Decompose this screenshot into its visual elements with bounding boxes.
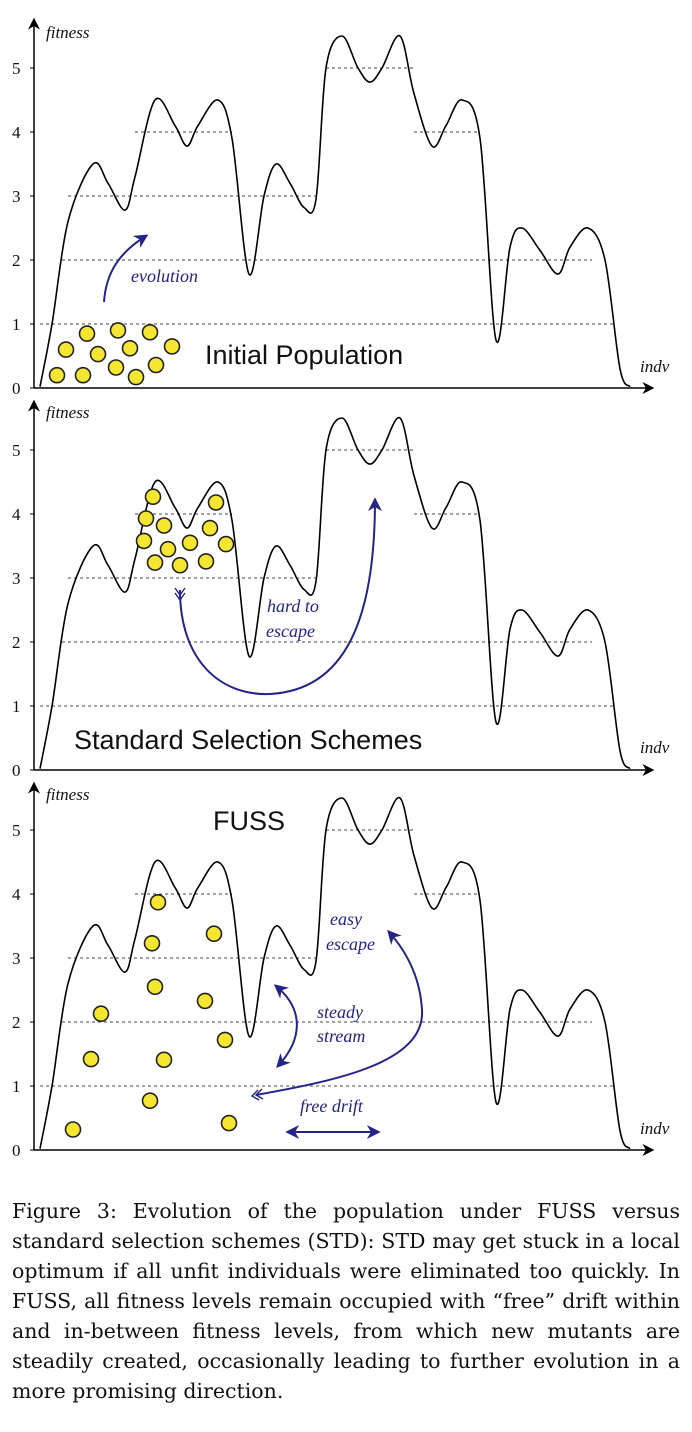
y-tick-labels: 0 1 2 3 4 5 — [12, 59, 34, 398]
y-tick-label: 3 — [12, 569, 21, 588]
individual-dot — [207, 494, 225, 511]
fuss-figure: 0 1 2 3 4 5 fitness indv evolution Initial Po… — [12, 17, 670, 1160]
individuals — [135, 488, 235, 574]
panel-fuss: 0 1 2 3 4 5 fitness indv easy escape steady s… — [12, 781, 670, 1160]
y-tick-label: 5 — [12, 441, 21, 460]
individual-dot — [197, 553, 215, 570]
y-axis-label: fitness — [46, 785, 90, 804]
individual-dot — [109, 322, 127, 339]
y-tick-label: 4 — [12, 123, 21, 142]
individual-dot — [78, 325, 96, 342]
escape-label: escape — [266, 621, 315, 641]
x-axis-label: indv — [640, 1119, 670, 1138]
evolution-label: evolution — [131, 266, 198, 286]
individual-dot — [144, 488, 162, 506]
individual-dot — [127, 368, 145, 386]
individual-dot — [74, 366, 92, 384]
y-axis-label: fitness — [46, 403, 90, 422]
individual-dot — [82, 1050, 100, 1068]
individual-dot — [89, 345, 107, 363]
y-tick-label: 3 — [12, 949, 21, 968]
individual-dot — [163, 338, 181, 355]
individual-dot — [92, 1005, 110, 1023]
fitness-landscape-curve — [39, 35, 631, 388]
y-tick-label: 1 — [12, 1077, 21, 1096]
fitness-landscape-curve — [39, 417, 631, 770]
gridlines — [40, 829, 616, 1087]
stream-label: stream — [317, 1026, 365, 1046]
panel-title: Initial Population — [205, 340, 403, 370]
y-tick-label: 0 — [12, 379, 21, 398]
gridlines — [40, 449, 616, 707]
individual-dot — [121, 339, 139, 357]
y-axis-label: fitness — [46, 23, 90, 42]
y-tick-label: 2 — [12, 1013, 21, 1032]
individual-dot — [155, 1051, 173, 1069]
individual-dot — [147, 356, 165, 374]
y-tick-label: 4 — [12, 505, 21, 524]
easy-escape-tail — [250, 1088, 264, 1101]
panel-title: Standard Selection Schemes — [74, 725, 422, 755]
x-axis-label: indv — [640, 738, 670, 757]
y-tick-label: 5 — [12, 821, 21, 840]
x-axis-label: indv — [640, 357, 670, 376]
y-tick-label: 1 — [12, 315, 21, 334]
evolution-arrow — [103, 234, 149, 303]
individual-dot — [137, 510, 155, 527]
hard-to-escape-tail — [174, 587, 186, 602]
y-tick-label: 2 — [12, 633, 21, 652]
individual-dot — [220, 1114, 238, 1132]
individual-dot — [201, 519, 219, 537]
individual-dot — [64, 1121, 82, 1138]
easy-label: easy — [330, 909, 362, 929]
escape-label: escape — [326, 934, 375, 954]
fitness-landscape-curve — [39, 797, 631, 1150]
y-tick-labels: 0 1 2 3 4 5 — [12, 821, 34, 1160]
panel-standard-selection: 0 1 2 3 4 5 fitness indv hard to escape Stand… — [12, 399, 670, 780]
y-tick-label: 0 — [12, 761, 21, 780]
individual-dot — [48, 366, 66, 384]
individual-dot — [107, 359, 125, 376]
individual-dot — [159, 540, 177, 558]
individual-dot — [141, 1092, 159, 1109]
easy-escape-arrow — [255, 929, 424, 1096]
steady-stream-arrow — [273, 984, 298, 1069]
individual-dot — [135, 532, 153, 550]
individual-dot — [216, 1031, 234, 1049]
individual-dot — [196, 992, 214, 1010]
figure-caption: Figure 3: Evolution of the population un… — [12, 1199, 680, 1403]
hard-to-label: hard to — [267, 596, 319, 616]
hard-to-escape-arrow — [179, 497, 382, 696]
individual-dot — [181, 534, 199, 552]
individual-dot — [143, 934, 161, 952]
gridlines — [40, 67, 616, 325]
y-tick-labels: 0 1 2 3 4 5 — [12, 441, 34, 780]
y-tick-label: 5 — [12, 59, 21, 78]
individual-dot — [171, 556, 189, 574]
panel-title: FUSS — [213, 806, 285, 836]
y-tick-label: 0 — [12, 1141, 21, 1160]
individuals — [64, 893, 238, 1138]
y-tick-label: 1 — [12, 697, 21, 716]
individual-dot — [155, 517, 173, 534]
individual-dot — [149, 893, 167, 911]
individual-dot — [146, 978, 164, 996]
y-tick-label: 4 — [12, 885, 21, 904]
panel-initial-population: 0 1 2 3 4 5 fitness indv evolution Initial Po… — [12, 17, 670, 398]
free-drift-label: free drift — [300, 1096, 364, 1116]
y-tick-label: 3 — [12, 187, 21, 206]
individual-dot — [205, 925, 223, 943]
individual-dot — [146, 554, 164, 571]
steady-label: steady — [317, 1002, 363, 1022]
individuals — [48, 322, 181, 386]
individual-dot — [141, 323, 159, 341]
individual-dot — [217, 535, 235, 553]
individual-dot — [57, 341, 75, 358]
y-tick-label: 2 — [12, 251, 21, 270]
